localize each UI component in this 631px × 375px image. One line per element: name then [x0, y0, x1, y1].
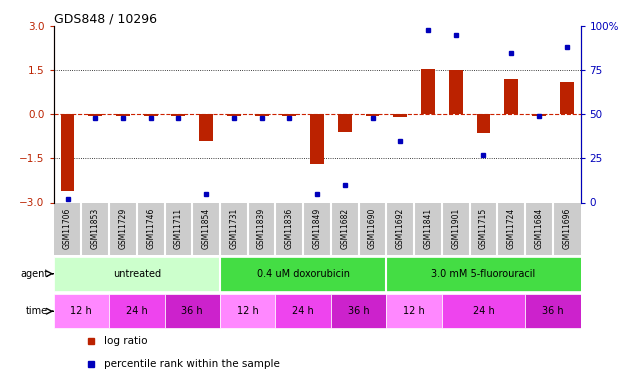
- Text: GSM11690: GSM11690: [368, 208, 377, 249]
- Text: GSM11854: GSM11854: [202, 208, 211, 249]
- Bar: [220, 257, 386, 291]
- Bar: [144, 114, 158, 116]
- Text: GSM11724: GSM11724: [507, 208, 516, 249]
- Text: 24 h: 24 h: [126, 306, 148, 316]
- Text: 24 h: 24 h: [292, 306, 314, 316]
- Text: GSM11731: GSM11731: [230, 208, 239, 249]
- Text: GSM11849: GSM11849: [312, 208, 322, 249]
- Bar: [393, 114, 407, 117]
- Text: GSM11692: GSM11692: [396, 208, 404, 249]
- Bar: [338, 114, 351, 132]
- Text: GDS848 / 10296: GDS848 / 10296: [54, 12, 156, 25]
- Text: 0.4 uM doxorubicin: 0.4 uM doxorubicin: [257, 269, 350, 279]
- Text: GSM11901: GSM11901: [451, 208, 460, 249]
- Bar: [442, 294, 525, 328]
- Bar: [165, 294, 220, 328]
- Bar: [525, 294, 581, 328]
- Text: 12 h: 12 h: [237, 306, 259, 316]
- Text: GSM11746: GSM11746: [146, 208, 155, 249]
- Bar: [54, 294, 109, 328]
- Text: GSM11715: GSM11715: [479, 208, 488, 249]
- Bar: [331, 294, 386, 328]
- Text: agent: agent: [20, 269, 49, 279]
- Text: GSM11836: GSM11836: [285, 208, 294, 249]
- Text: GSM11839: GSM11839: [257, 208, 266, 249]
- Text: 36 h: 36 h: [542, 306, 563, 316]
- Text: 12 h: 12 h: [403, 306, 425, 316]
- Bar: [421, 69, 435, 114]
- Text: GSM11711: GSM11711: [174, 208, 183, 249]
- Bar: [283, 114, 297, 116]
- Bar: [54, 257, 220, 291]
- Bar: [88, 114, 102, 116]
- Bar: [476, 114, 490, 134]
- Text: GSM11696: GSM11696: [562, 208, 571, 249]
- Bar: [560, 82, 574, 114]
- Bar: [116, 114, 130, 116]
- Bar: [255, 114, 269, 116]
- Text: GSM11684: GSM11684: [534, 208, 543, 249]
- Bar: [386, 257, 581, 291]
- Bar: [504, 79, 518, 114]
- Bar: [276, 294, 331, 328]
- Bar: [449, 70, 463, 114]
- Bar: [220, 294, 276, 328]
- Text: GSM11853: GSM11853: [91, 208, 100, 249]
- Bar: [310, 114, 324, 164]
- Text: 24 h: 24 h: [473, 306, 494, 316]
- Text: percentile rank within the sample: percentile rank within the sample: [103, 359, 280, 369]
- Bar: [199, 114, 213, 141]
- Text: time: time: [27, 306, 49, 316]
- Text: 3.0 mM 5-fluorouracil: 3.0 mM 5-fluorouracil: [432, 269, 536, 279]
- Text: GSM11841: GSM11841: [423, 208, 432, 249]
- Text: GSM11729: GSM11729: [119, 208, 127, 249]
- Bar: [109, 294, 165, 328]
- Text: 12 h: 12 h: [71, 306, 92, 316]
- Bar: [386, 294, 442, 328]
- Text: log ratio: log ratio: [103, 336, 147, 346]
- Text: 36 h: 36 h: [182, 306, 203, 316]
- Text: 36 h: 36 h: [348, 306, 370, 316]
- Bar: [172, 114, 186, 116]
- Bar: [532, 114, 546, 116]
- Bar: [61, 114, 74, 191]
- Text: untreated: untreated: [113, 269, 161, 279]
- Text: GSM11682: GSM11682: [340, 208, 350, 249]
- Text: GSM11706: GSM11706: [63, 208, 72, 249]
- Bar: [227, 114, 241, 116]
- Bar: [365, 114, 379, 116]
